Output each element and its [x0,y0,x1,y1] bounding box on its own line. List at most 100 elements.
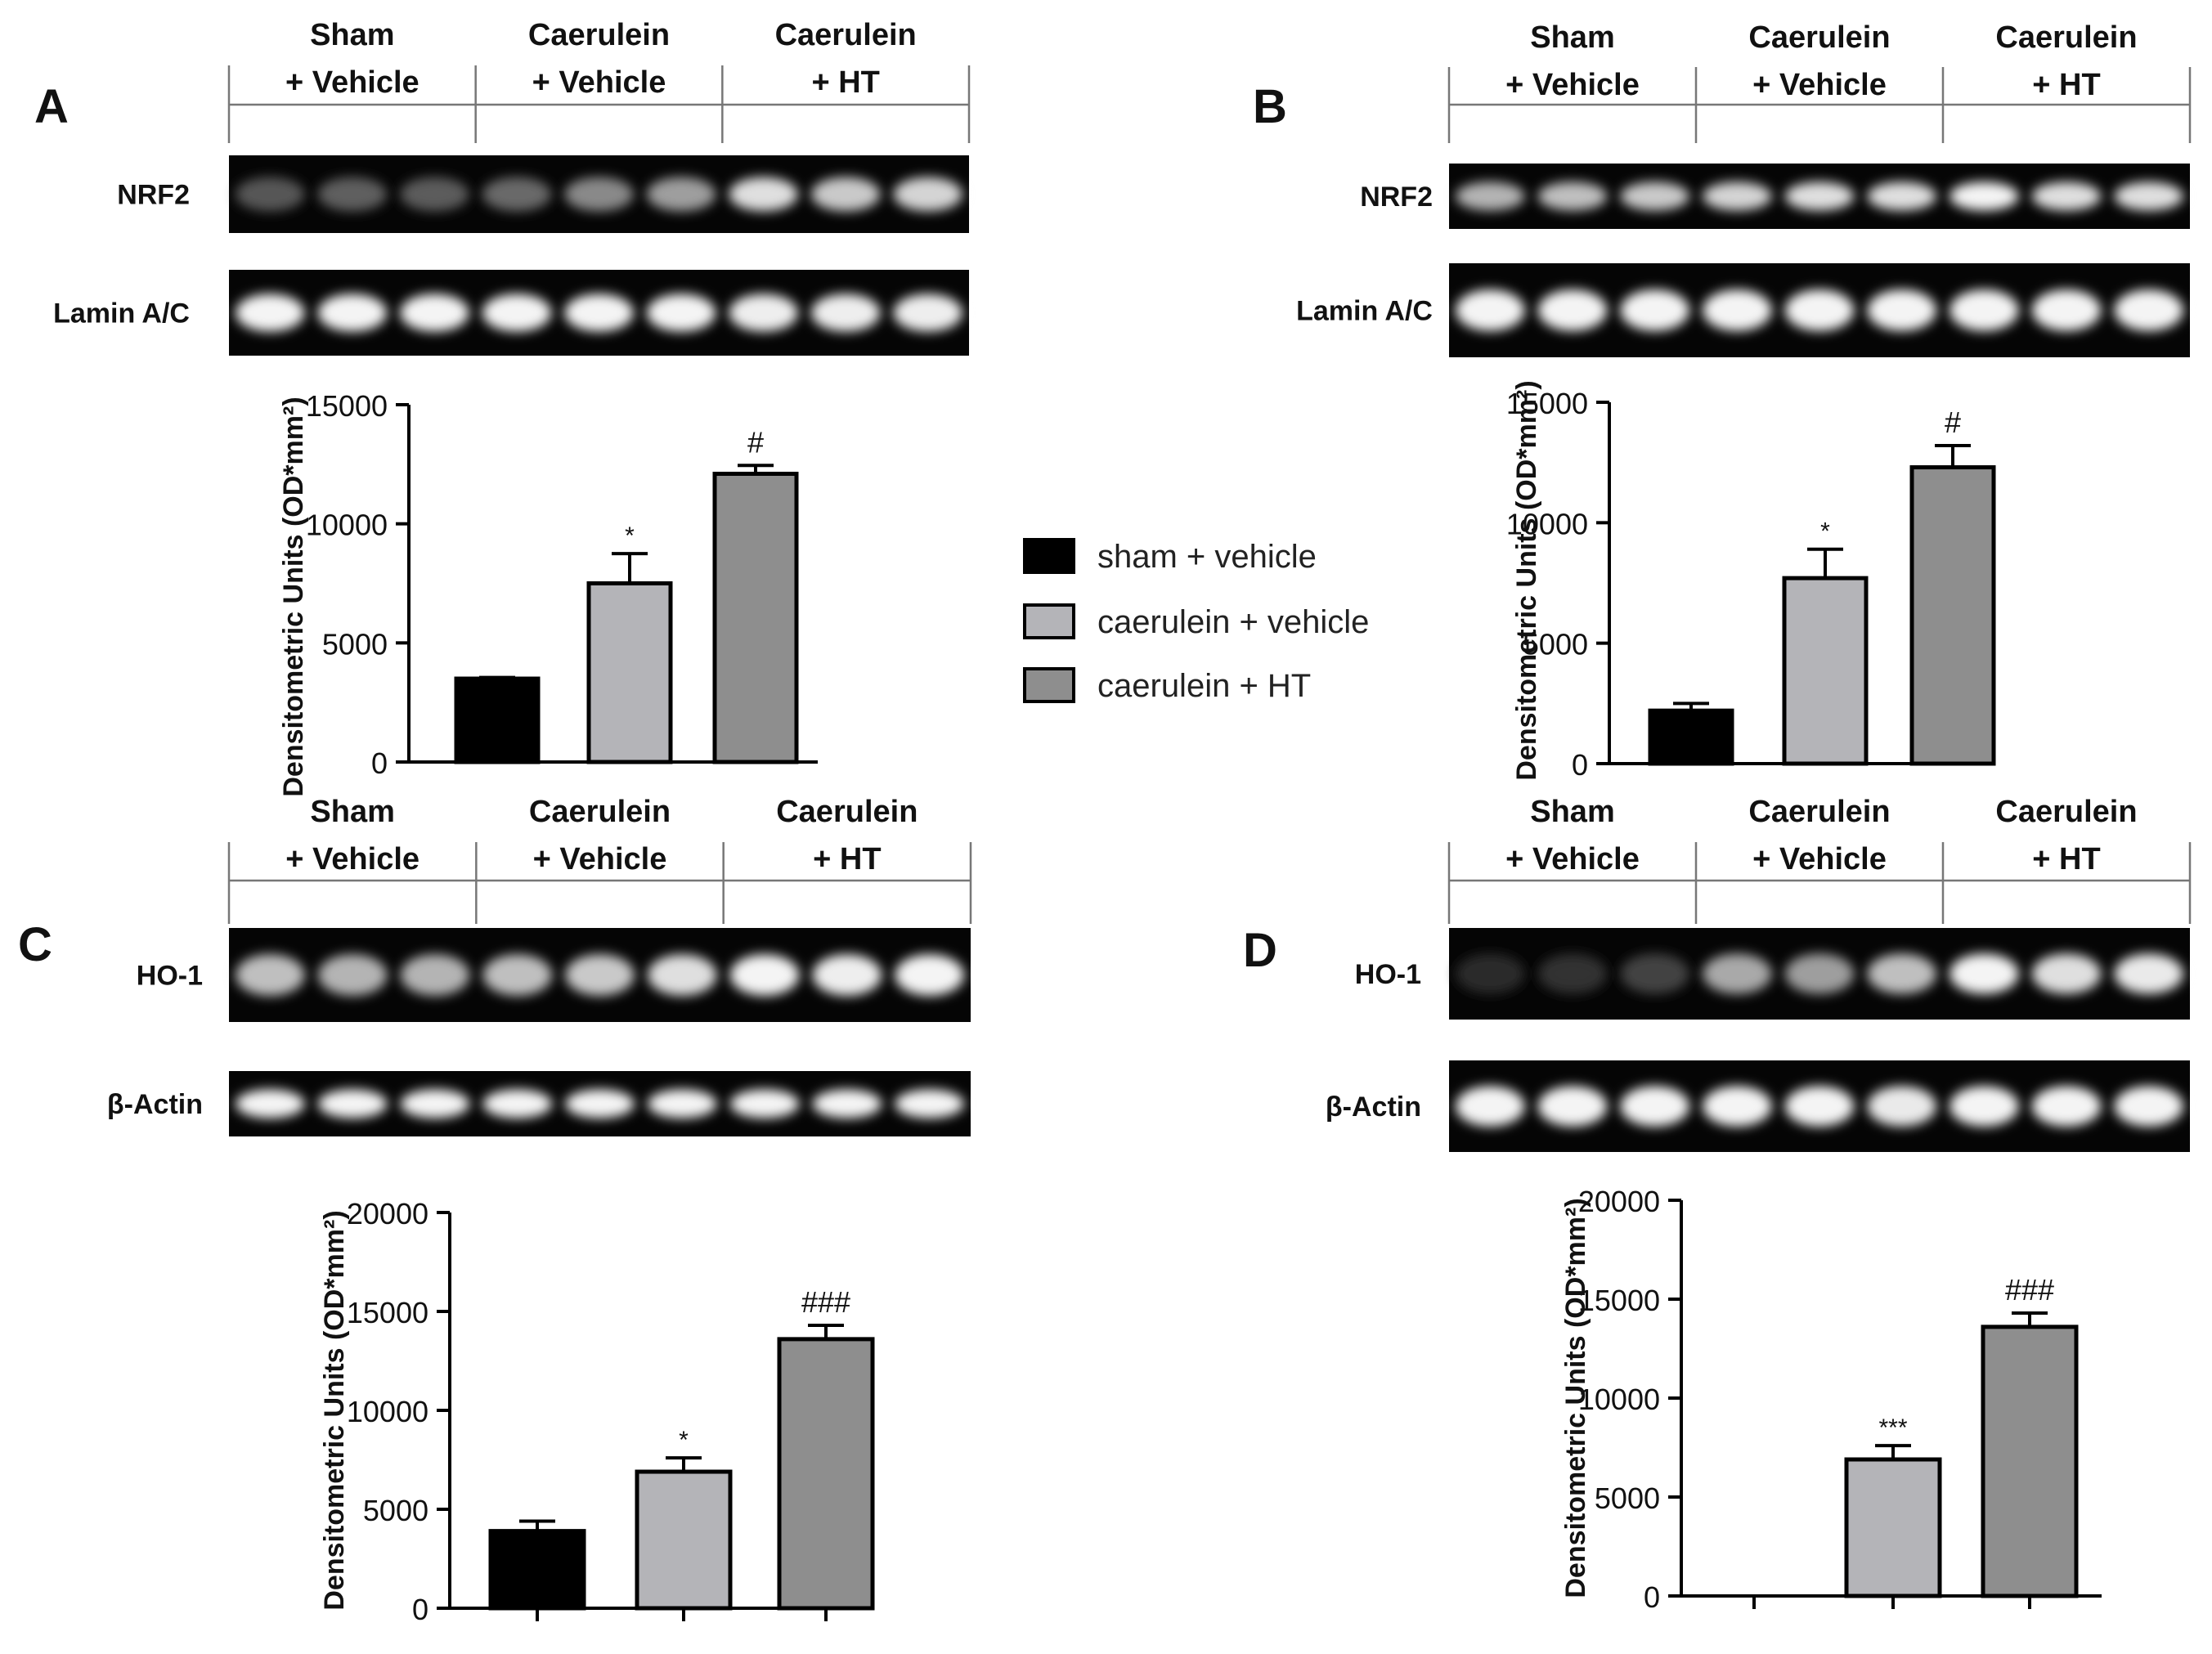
panel-a: A Sham + Vehicle Caerulein + Vehicle Caerulei… [34,18,971,797]
blot-band [1456,953,1525,994]
blot-band [1456,182,1525,211]
blot-band [1867,953,1936,994]
legend-item-sham-vehicle: sham + vehicle [1023,538,1317,575]
blot-band [729,1089,800,1118]
panel-letter-a: A [34,80,69,133]
blot-band [1703,289,1772,331]
blot-band [729,177,798,212]
y-axis-label: Densitometric Units (OD*mm²) [319,1210,350,1610]
y-tick-label: 0 [1644,1580,1660,1614]
y-tick-label: 15000 [1578,1284,1660,1317]
significance-marker: * [1820,518,1830,545]
group-label-line2: + Vehicle [1752,842,1887,876]
blot-band [729,954,800,996]
group-label-line1: Caerulein [1995,795,2137,829]
group-label-line2: + HT [813,842,881,876]
y-tick-label: 10000 [1578,1383,1660,1416]
blot-band [565,1089,635,1118]
blot-band [2031,289,2102,331]
panel-letter-d: D [1243,924,1277,977]
blot-band [1620,289,1689,331]
blot-band [1867,289,1936,331]
legend: sham + vehicle caerulein + vehicle caeru… [1023,538,1369,704]
blot-band [400,1089,470,1118]
blot-band [729,294,798,332]
group-label-line1: Caerulein [529,795,671,829]
blot-band [317,1089,388,1118]
legend-label-caerulein-ht: caerulein + HT [1097,668,1311,704]
y-tick-label: 20000 [1578,1185,1660,1218]
panel-letter-c: C [18,918,52,971]
blot-band [482,954,553,996]
blot-band [1784,953,1855,994]
blot-band [1867,1086,1936,1127]
blot-band [1703,953,1772,994]
blot-label: Lamin A/C [1296,296,1433,327]
significance-marker: * [679,1427,689,1454]
bar-2 [1844,1457,1942,1598]
legend-swatch-caerulein-ht [1023,667,1075,703]
group-label-line2: + Vehicle [533,842,667,876]
blot-band [482,294,552,332]
blot-band [812,954,882,996]
blot-band [1620,1086,1689,1127]
blot-band [565,954,635,996]
bar-3 [712,471,799,764]
y-tick-label: 15000 [347,1296,428,1329]
blot-band [646,294,716,332]
group-label-line1: Caerulein [775,18,917,52]
blot-band [317,954,388,996]
blot-band [895,954,964,996]
y-tick-label: 10000 [306,509,388,542]
blot-band [1950,182,2019,211]
group-label-line2: + Vehicle [285,65,420,100]
blot-label: NRF2 [117,180,190,211]
blot-band [400,954,470,996]
bar-3 [1981,1325,2079,1598]
blot-band [895,1089,964,1118]
blot-band [2114,289,2183,331]
blot-band [1703,1086,1772,1127]
bar-1 [488,1529,586,1611]
group-label-line2: + Vehicle [1505,842,1640,876]
y-tick-label: 15000 [306,389,388,423]
panel-b: B Sham + Vehicle Caerulein + Vehicle Caerulei… [1253,20,2192,782]
blot-label: β-Actin [107,1089,203,1120]
group-label-line2: + Vehicle [285,842,420,876]
blot-band [236,954,305,996]
bar-1 [454,676,541,764]
group-label-line1: Caerulein [1748,20,1890,55]
legend-item-caerulein-ht: caerulein + HT [1023,667,1311,704]
blot-band [400,177,469,212]
y-tick-label: 0 [412,1593,428,1626]
blot-band [2114,182,2183,211]
group-label-line2: + Vehicle [1752,68,1887,102]
y-tick-label: 10000 [347,1395,428,1428]
y-tick-label: 10000 [1506,507,1588,540]
blot-band [400,294,469,332]
group-label-line2: + Vehicle [532,65,666,100]
group-label-line1: Sham [310,18,394,52]
blot-band [236,1089,305,1118]
blot-band [810,294,881,332]
group-label-line1: Caerulein [528,18,670,52]
blot-band [1537,953,1608,994]
group-label-line1: Caerulein [776,795,918,829]
blot-band [1950,953,2019,994]
blot-band [1784,289,1855,331]
blot-band [1620,182,1689,211]
blot-band [893,177,962,212]
y-tick-label: 20000 [347,1197,428,1230]
legend-swatch-caerulein-vehicle [1023,603,1075,639]
panel-letter-b: B [1253,80,1287,133]
bar-3 [777,1337,875,1611]
blot-band [647,954,717,996]
blot-band [2031,953,2102,994]
blot-band [564,294,634,332]
blot-band [893,294,962,332]
bar-2 [586,581,673,764]
blot-band [482,1089,553,1118]
blot-band [317,294,388,332]
blot-band [1784,1086,1855,1127]
blot-label: HO-1 [137,961,203,992]
